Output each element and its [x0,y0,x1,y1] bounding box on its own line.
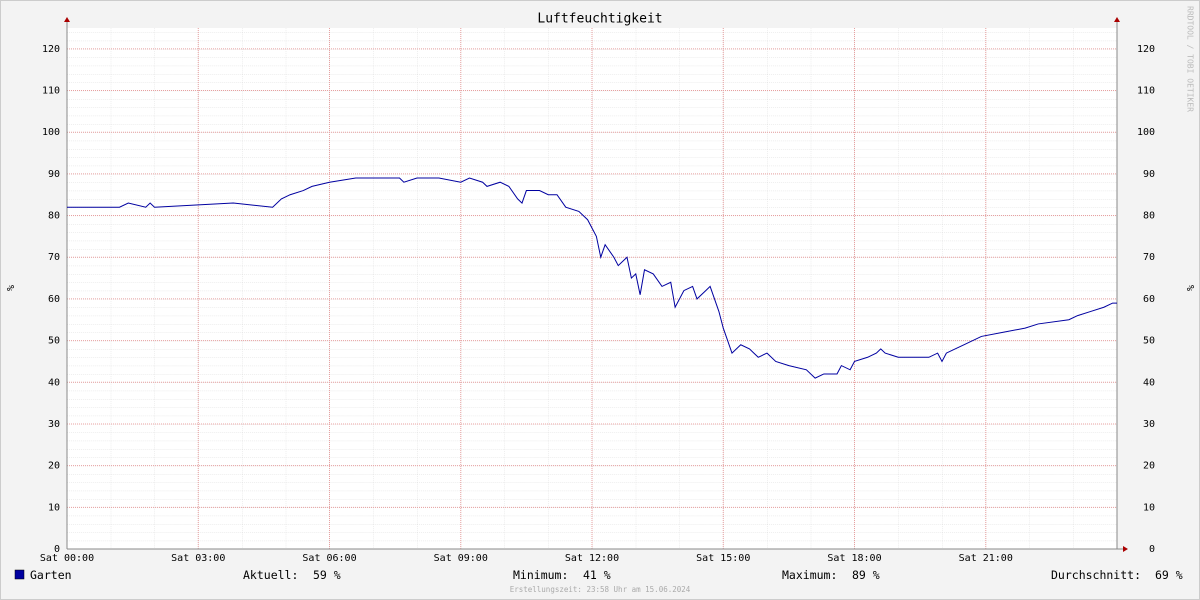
x-tick-label: Sat 12:00 [565,553,619,564]
y-tick-label: 120 [42,44,60,55]
y-tick-label-right: 60 [1143,294,1155,305]
y-tick-label: 80 [48,211,60,222]
axis-arrow [1114,17,1120,22]
y-axis-label: % [4,285,15,291]
data-line [67,177,1117,379]
y-tick-label-right: 70 [1143,252,1155,263]
y-tick-label: 30 [48,419,60,430]
x-tick-label: Sat 06:00 [302,553,356,564]
y-tick-label: 60 [48,294,60,305]
stat-label: Aktuell: [243,568,298,582]
y-tick-label: 100 [42,127,60,138]
y-tick-label: 70 [48,252,60,263]
stat-value: 69 % [1155,568,1183,582]
y-tick-label-right: 50 [1143,336,1155,347]
x-tick-label: Sat 18:00 [827,553,881,564]
stat-label: Minimum: [513,568,568,582]
y-axis-label-right: % [1184,285,1195,291]
legend-swatch [14,569,25,580]
y-tick-label-right: 90 [1143,169,1155,180]
y-tick-label-right: 100 [1137,127,1155,138]
y-tick-label-right: 110 [1137,86,1155,97]
y-tick-label: 90 [48,169,60,180]
stat-value: 89 % [852,568,880,582]
y-tick-label: 0 [54,544,60,555]
stat-value: 41 % [583,568,611,582]
y-tick-label-right: 30 [1143,419,1155,430]
y-tick-label: 10 [48,502,60,513]
chart-title: Luftfeuchtigkeit [537,12,662,27]
x-tick-label: Sat 09:00 [434,553,488,564]
y-tick-label: 110 [42,86,60,97]
y-tick-label-right: 80 [1143,211,1155,222]
stat-label: Durchschnitt: [1051,568,1141,582]
watermark: RRDTOOL / TOBI OETIKER [1186,6,1195,112]
x-tick-label: Sat 00:00 [40,553,94,564]
y-tick-label-right: 40 [1143,377,1155,388]
y-tick-label-right: 20 [1143,461,1155,472]
y-tick-label-right: 120 [1137,44,1155,55]
legend-label: Garten [30,568,72,582]
y-tick-label: 40 [48,377,60,388]
y-tick-label-right: 10 [1143,502,1155,513]
y-tick-label: 50 [48,336,60,347]
x-tick-label: Sat 21:00 [959,553,1013,564]
stat-value: 59 % [313,568,341,582]
footer: Erstellungszeit: 23:58 Uhr am 15.06.2024 [510,585,691,594]
axis-arrow [1123,546,1128,552]
stat-label: Maximum: [782,568,837,582]
x-tick-label: Sat 15:00 [696,553,750,564]
y-tick-label: 20 [48,461,60,472]
axis-arrow [64,17,70,22]
y-tick-label-right: 0 [1149,544,1155,555]
x-tick-label: Sat 03:00 [171,553,225,564]
